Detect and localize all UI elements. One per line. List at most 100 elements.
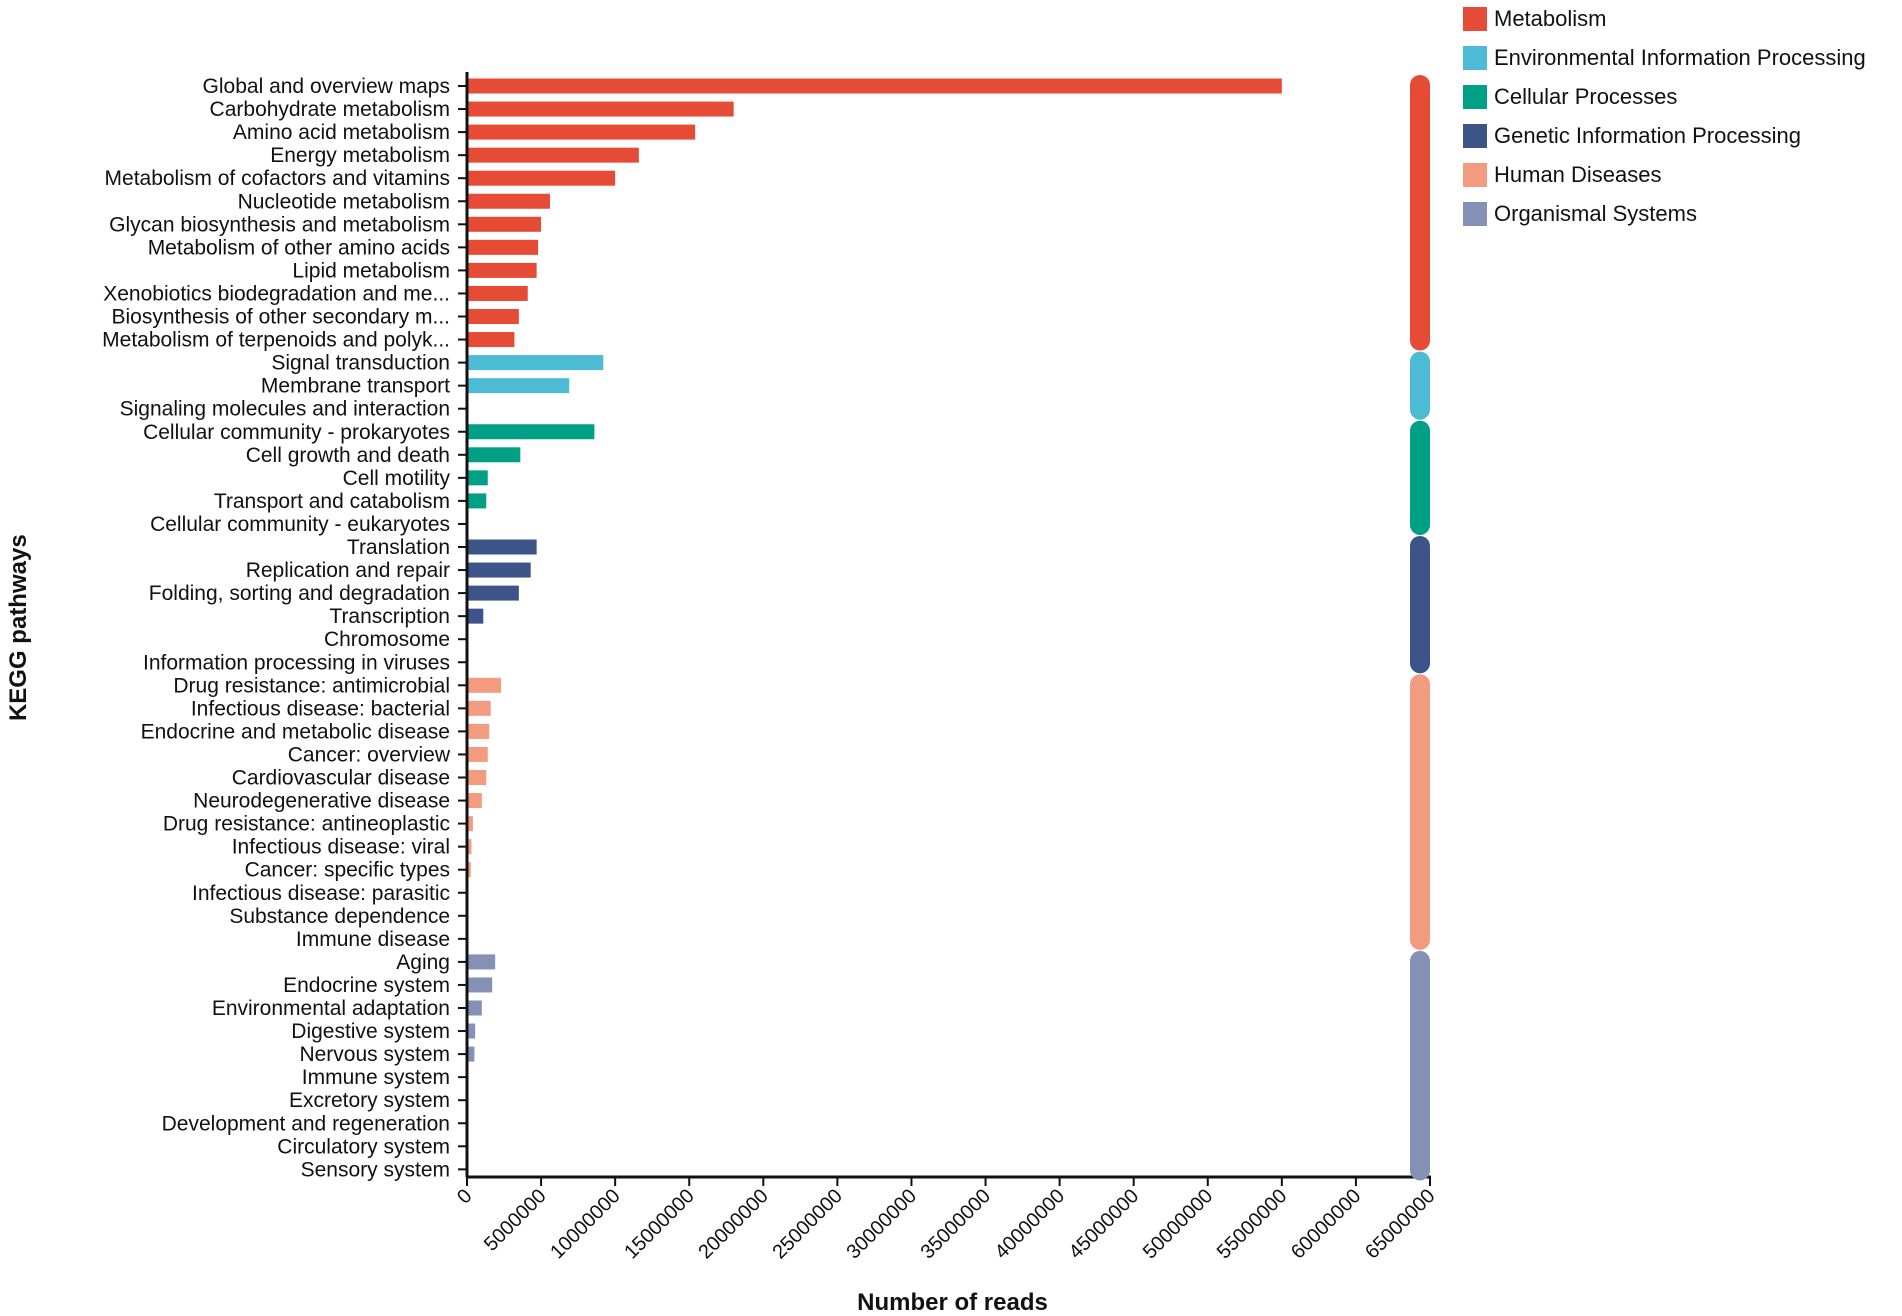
category-label-4: Metabolism of cofactors and vitamins	[105, 167, 450, 190]
bar-17	[467, 470, 488, 486]
bar-21	[467, 562, 531, 578]
group-strip-4	[1410, 674, 1430, 950]
bar-1	[467, 101, 734, 117]
category-label-14: Signaling molecules and interaction	[120, 398, 450, 421]
bar-31	[467, 793, 482, 809]
bar-4	[467, 170, 616, 186]
group-strip-3	[1410, 536, 1430, 674]
bar-12	[467, 355, 604, 371]
legend-swatch-5	[1463, 202, 1487, 226]
group-strip-2	[1410, 420, 1430, 535]
category-label-23: Transcription	[329, 605, 450, 628]
bar-18	[467, 493, 487, 509]
category-label-13: Membrane transport	[261, 375, 450, 398]
legend-label-1: Environmental Information Processing	[1494, 45, 1866, 70]
category-label-24: Chromosome	[324, 628, 450, 651]
category-label-45: Development and regeneration	[162, 1112, 450, 1135]
category-label-42: Nervous system	[299, 1043, 450, 1066]
bar-8	[467, 262, 537, 278]
legend-swatch-1	[1463, 46, 1487, 70]
category-label-33: Infectious disease: viral	[232, 836, 450, 859]
bar-39	[467, 977, 493, 993]
category-label-40: Environmental adaptation	[212, 997, 450, 1020]
bar-41	[467, 1023, 476, 1039]
legend-label-2: Cellular Processes	[1494, 84, 1677, 109]
bar-38	[467, 954, 496, 970]
legend-swatch-0	[1463, 7, 1487, 31]
bar-32	[467, 816, 473, 832]
x-tick-label-13: 65000000	[1361, 1185, 1439, 1263]
category-label-16: Cell growth and death	[246, 444, 450, 467]
category-label-43: Immune system	[302, 1066, 450, 1089]
y-axis-title: KEGG pathways	[5, 534, 32, 721]
category-label-32: Drug resistance: antineoplastic	[163, 813, 450, 836]
legend-label-4: Human Diseases	[1494, 162, 1662, 187]
bar-5	[467, 193, 550, 209]
category-label-15: Cellular community - prokaryotes	[143, 421, 450, 444]
category-label-6: Glycan biosynthesis and metabolism	[109, 213, 450, 236]
category-label-3: Energy metabolism	[270, 144, 450, 167]
bar-9	[467, 285, 528, 301]
category-label-25: Information processing in viruses	[143, 651, 450, 674]
x-tick-label-0: 0	[453, 1185, 476, 1208]
category-label-19: Cellular community - eukaryotes	[150, 513, 450, 536]
bars-layer	[467, 78, 1282, 1062]
group-strip-0	[1410, 75, 1430, 351]
bar-34	[467, 862, 471, 878]
bar-6	[467, 216, 542, 232]
x-tick-label-8: 40000000	[991, 1185, 1069, 1263]
category-label-36: Substance dependence	[229, 905, 450, 928]
x-tick-label-9: 45000000	[1065, 1185, 1143, 1263]
category-label-37: Immune disease	[296, 928, 450, 951]
category-label-20: Translation	[347, 536, 450, 559]
bar-29	[467, 746, 488, 762]
category-label-0: Global and overview maps	[203, 75, 450, 98]
category-label-11: Metabolism of terpenoids and polyk...	[102, 329, 450, 352]
category-label-28: Endocrine and metabolic disease	[141, 720, 450, 743]
bar-7	[467, 239, 539, 255]
category-label-18: Transport and catabolism	[214, 490, 450, 513]
bar-2	[467, 124, 696, 140]
legend: Metabolism Environmental Information Proc…	[1463, 6, 1866, 226]
bar-0	[467, 78, 1282, 94]
category-label-44: Excretory system	[289, 1089, 450, 1112]
group-strip-5	[1410, 950, 1430, 1181]
category-label-46: Circulatory system	[277, 1135, 450, 1158]
category-label-10: Biosynthesis of other secondary m...	[112, 306, 451, 329]
category-label-35: Infectious disease: parasitic	[192, 882, 450, 905]
legend-label-0: Metabolism	[1494, 6, 1606, 31]
category-label-31: Neurodegenerative disease	[193, 790, 450, 813]
bar-42	[467, 1046, 475, 1062]
bar-26	[467, 677, 502, 693]
legend-label-5: Organismal Systems	[1494, 201, 1697, 226]
x-tick-label-7: 35000000	[917, 1185, 995, 1263]
category-label-7: Metabolism of other amino acids	[148, 236, 450, 259]
category-label-21: Replication and repair	[246, 559, 450, 582]
category-label-5: Nucleotide metabolism	[238, 190, 450, 213]
x-tick-label-5: 25000000	[768, 1185, 846, 1263]
category-label-8: Lipid metabolism	[292, 259, 450, 282]
legend-swatch-2	[1463, 85, 1487, 109]
bar-16	[467, 447, 521, 463]
category-label-41: Digestive system	[291, 1020, 450, 1043]
x-tick-label-12: 60000000	[1287, 1185, 1365, 1263]
bar-28	[467, 723, 490, 739]
category-label-39: Endocrine system	[283, 974, 450, 997]
bar-3	[467, 147, 639, 163]
x-axis-title: Number of reads	[857, 1289, 1048, 1316]
group-strip-layer	[1410, 75, 1430, 1181]
bar-13	[467, 378, 570, 394]
category-label-1: Carbohydrate metabolism	[210, 98, 450, 121]
category-label-22: Folding, sorting and degradation	[149, 582, 450, 605]
category-label-47: Sensory system	[301, 1158, 450, 1181]
bar-27	[467, 700, 491, 716]
category-label-29: Cancer: overview	[288, 743, 451, 766]
category-label-27: Infectious disease: bacterial	[191, 697, 450, 720]
category-label-12: Signal transduction	[271, 352, 450, 375]
legend-swatch-3	[1463, 124, 1487, 148]
x-tick-label-11: 55000000	[1213, 1185, 1291, 1263]
category-label-38: Aging	[396, 951, 450, 974]
bar-23	[467, 608, 484, 624]
